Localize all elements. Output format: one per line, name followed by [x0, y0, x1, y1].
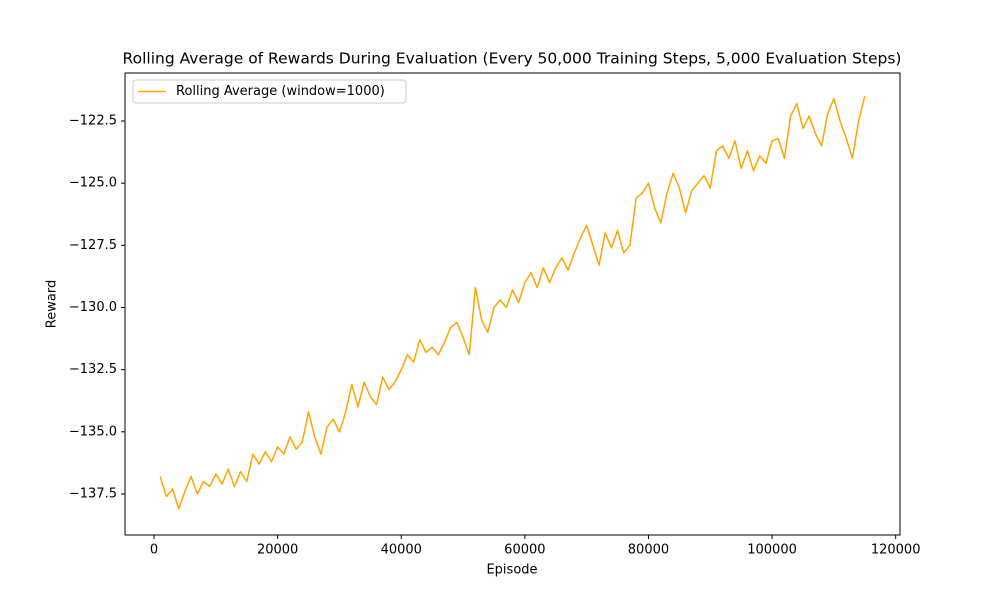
series-line [159, 95, 866, 510]
y-tick-label: −130.0 [69, 300, 117, 315]
x-tick-label: 0 [150, 543, 158, 558]
x-tick-label: 80000 [628, 543, 669, 558]
y-tick-label: −137.5 [69, 486, 117, 501]
x-axis-label: Episode [486, 563, 537, 578]
x-tick-label: 100000 [747, 543, 797, 558]
legend-box [132, 79, 407, 104]
y-tick-label: −125.0 [69, 176, 117, 191]
y-tick-label: −135.0 [69, 424, 117, 439]
x-tick-label: 40000 [381, 543, 422, 558]
plot-frame [124, 72, 901, 536]
x-tick-label: 60000 [504, 543, 545, 558]
chart-title: Rolling Average of Rewards During Evalua… [123, 50, 902, 68]
y-tick-label: −122.5 [69, 113, 117, 128]
y-tick-label: −132.5 [69, 362, 117, 377]
x-tick-label: 20000 [257, 543, 298, 558]
legend-label: Rolling Average (window=1000) [176, 84, 385, 99]
y-tick-label: −127.5 [69, 238, 117, 253]
x-tick-label: 120000 [871, 543, 921, 558]
y-axis-label: Reward [45, 280, 60, 328]
